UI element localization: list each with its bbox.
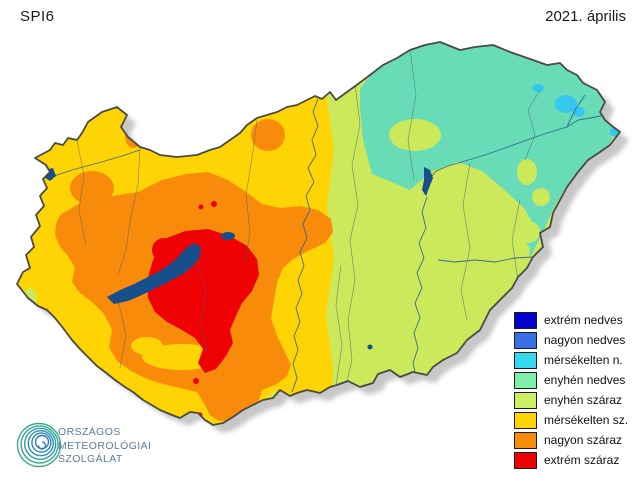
map-lakes [44, 167, 433, 350]
legend-swatch-mildly-dry [514, 391, 537, 409]
legend-label: nagyon nedves [544, 333, 626, 347]
legend-label: nagyon száraz [544, 433, 623, 447]
legend-item: nagyon száraz [514, 430, 640, 450]
lake-tisza [422, 167, 433, 196]
lake-small [367, 344, 373, 350]
omsz-logo-line3: SZOLGÁLAT [58, 453, 123, 465]
legend-swatch-very-wet [514, 331, 537, 349]
omsz-logo: ORSZÁGOS METEOROLÓGIAI SZOLGÁLAT [12, 416, 212, 476]
legend-swatch-moderately-wet [514, 351, 537, 369]
legend-item: nagyon nedves [514, 330, 640, 350]
page-title: SPI6 [20, 8, 55, 25]
map-date: 2021. április [545, 8, 626, 25]
legend-label: mérsékelten sz. [544, 413, 629, 427]
legend-item: extrém nedves [514, 310, 640, 330]
legend-label: enyhén nedves [544, 373, 626, 387]
omsz-spiral-icon [16, 422, 62, 468]
country-border [16, 41, 621, 426]
legend-item: extrém száraz [514, 450, 640, 470]
omsz-logo-text: ORSZÁGOS METEOROLÓGIAI SZOLGÁLAT [58, 426, 151, 467]
map-patches-east-mildly-dry [389, 119, 550, 258]
legend-swatch-moderately-dry [514, 411, 537, 429]
map-region-mildly-wet [360, 42, 615, 256]
omsz-logo-line2: METEOROLÓGIAI [58, 439, 152, 452]
map-rivers [47, 94, 606, 393]
legend-label: extrém száraz [544, 453, 620, 467]
legend-swatch-mildly-wet [514, 371, 537, 389]
legend-swatch-very-dry [514, 431, 537, 449]
map-county-lines [76, 48, 541, 387]
map-legend: extrém nedves nagyon nedves mérsékelten … [514, 310, 640, 470]
lake-velence [221, 232, 235, 240]
legend-item: mérsékelten sz. [514, 410, 640, 430]
legend-label: enyhén száraz [544, 393, 623, 407]
legend-item: enyhén száraz [514, 390, 640, 410]
legend-label: extrém nedves [544, 313, 623, 327]
legend-item: enyhén nedves [514, 370, 640, 390]
lake-balaton [107, 243, 201, 304]
omsz-logo-line1: ORSZÁGOS [58, 426, 121, 438]
legend-item: mérsékelten n. [514, 350, 640, 370]
legend-swatch-extreme-dry [514, 451, 537, 469]
legend-label: mérsékelten n. [544, 353, 623, 367]
legend-swatch-extreme-wet [514, 311, 537, 329]
